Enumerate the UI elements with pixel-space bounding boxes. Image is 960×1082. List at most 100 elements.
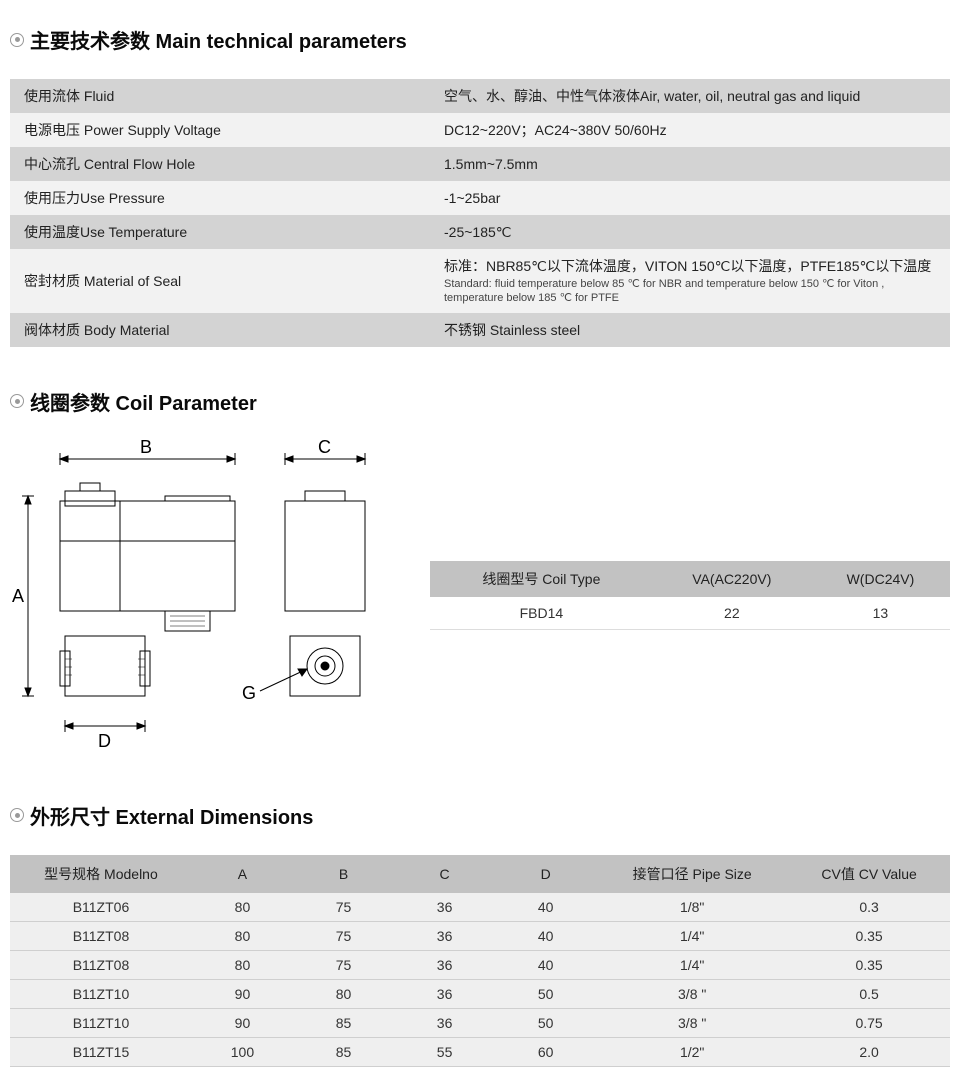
dim-cell: 40 — [495, 950, 596, 979]
param-value: 不锈钢 Stainless steel — [430, 313, 950, 347]
dim-header-cell: C — [394, 855, 495, 893]
dim-cell: B11ZT10 — [10, 979, 192, 1008]
dim-cell: 50 — [495, 1008, 596, 1037]
dim-cell: 1/2" — [596, 1037, 788, 1066]
dim-header-cell: D — [495, 855, 596, 893]
param-row: 使用温度Use Temperature-25~185℃ — [10, 215, 950, 249]
dim-label-g: G — [242, 683, 256, 704]
dim-cell: 0.75 — [788, 1008, 950, 1037]
dim-cell: 100 — [192, 1037, 293, 1066]
param-label: 使用压力Use Pressure — [10, 181, 430, 215]
section-title-dims: 外形尺寸 External Dimensions — [30, 801, 313, 830]
dim-cell: 3/8 " — [596, 979, 788, 1008]
coil-header-cell: VA(AC220V) — [653, 561, 811, 597]
coil-params-table: 线圈型号 Coil TypeVA(AC220V)W(DC24V) FBD1422… — [430, 561, 950, 630]
dim-cell: 80 — [293, 979, 394, 1008]
param-value: -1~25bar — [430, 181, 950, 215]
dim-label-b: B — [140, 437, 152, 458]
dim-row: B11ZT10908536503/8 "0.75 — [10, 1008, 950, 1037]
dim-cell: B11ZT08 — [10, 921, 192, 950]
section-title-coil: 线圈参数 Coil Parameter — [30, 387, 257, 416]
dim-cell: 2.0 — [788, 1037, 950, 1066]
param-row: 中心流孔 Central Flow Hole1.5mm~7.5mm — [10, 147, 950, 181]
param-label: 使用温度Use Temperature — [10, 215, 430, 249]
param-value: 空气、水、醇油、中性气体液体Air, water, oil, neutral g… — [430, 79, 950, 113]
dim-cell: 1/4" — [596, 950, 788, 979]
dim-cell: 80 — [192, 950, 293, 979]
param-value: 1.5mm~7.5mm — [430, 147, 950, 181]
dim-cell: 80 — [192, 921, 293, 950]
coil-data-cell: 22 — [653, 597, 811, 630]
dim-header-cell: A — [192, 855, 293, 893]
coil-header-cell: W(DC24V) — [811, 561, 950, 597]
dim-cell: 50 — [495, 979, 596, 1008]
dim-label-d: D — [98, 731, 111, 752]
coil-section: A B C D G 线圈型号 Coil TypeVA(AC220V)W(DC24… — [10, 441, 950, 751]
dim-cell: B11ZT08 — [10, 950, 192, 979]
dim-header-cell: B — [293, 855, 394, 893]
dim-cell: 90 — [192, 979, 293, 1008]
dim-row: B11ZT151008555601/2"2.0 — [10, 1037, 950, 1066]
dim-cell: 1/4" — [596, 921, 788, 950]
dimensions-table: 型号规格 ModelnoABCD接管口径 Pipe SizeCV值 CV Val… — [10, 855, 950, 1067]
param-subtext: Standard: fluid temperature below 85 ℃ f… — [444, 277, 936, 306]
bullet-icon — [10, 394, 24, 408]
dim-cell: B11ZT10 — [10, 1008, 192, 1037]
dim-row: B11ZT08807536401/4"0.35 — [10, 921, 950, 950]
dim-cell: 85 — [293, 1008, 394, 1037]
param-row: 使用流体 Fluid空气、水、醇油、中性气体液体Air, water, oil,… — [10, 79, 950, 113]
dim-cell: 36 — [394, 893, 495, 922]
param-label: 中心流孔 Central Flow Hole — [10, 147, 430, 181]
param-value: -25~185℃ — [430, 215, 950, 249]
dim-cell: B11ZT06 — [10, 893, 192, 922]
dim-header-cell: CV值 CV Value — [788, 855, 950, 893]
dim-label-c: C — [318, 437, 331, 458]
dim-label-a: A — [12, 586, 24, 607]
param-value: DC12~220V；AC24~380V 50/60Hz — [430, 113, 950, 147]
dim-cell: 60 — [495, 1037, 596, 1066]
coil-header-cell: 线圈型号 Coil Type — [430, 561, 653, 597]
section-header-main: 主要技术参数 Main technical parameters — [10, 25, 950, 54]
section-header-coil: 线圈参数 Coil Parameter — [10, 387, 950, 416]
dim-cell: 75 — [293, 921, 394, 950]
dim-header-cell: 接管口径 Pipe Size — [596, 855, 788, 893]
bullet-icon — [10, 33, 24, 47]
dim-cell: 36 — [394, 950, 495, 979]
dim-row: B11ZT06807536401/8"0.3 — [10, 893, 950, 922]
param-row: 密封材质 Material of Seal标准：NBR85℃以下流体温度，VIT… — [10, 249, 950, 313]
dim-cell: 36 — [394, 1008, 495, 1037]
dim-cell: 3/8 " — [596, 1008, 788, 1037]
param-value: 标准：NBR85℃以下流体温度，VITON 150℃以下温度，PTFE185℃以… — [430, 249, 950, 313]
dim-cell: 80 — [192, 893, 293, 922]
bullet-icon — [10, 808, 24, 822]
coil-data-cell: 13 — [811, 597, 950, 630]
dim-cell: 36 — [394, 979, 495, 1008]
param-label: 使用流体 Fluid — [10, 79, 430, 113]
dim-cell: 0.35 — [788, 921, 950, 950]
dim-cell: 40 — [495, 921, 596, 950]
dim-cell: 0.5 — [788, 979, 950, 1008]
param-label: 电源电压 Power Supply Voltage — [10, 113, 430, 147]
dim-cell: 0.35 — [788, 950, 950, 979]
section-header-dims: 外形尺寸 External Dimensions — [10, 801, 950, 830]
param-label: 密封材质 Material of Seal — [10, 249, 430, 313]
param-row: 使用压力Use Pressure-1~25bar — [10, 181, 950, 215]
dim-cell: 1/8" — [596, 893, 788, 922]
dim-cell: 90 — [192, 1008, 293, 1037]
dim-cell: 40 — [495, 893, 596, 922]
dim-cell: 36 — [394, 921, 495, 950]
coil-data-cell: FBD14 — [430, 597, 653, 630]
dim-header-cell: 型号规格 Modelno — [10, 855, 192, 893]
main-params-table: 使用流体 Fluid空气、水、醇油、中性气体液体Air, water, oil,… — [10, 79, 950, 347]
dim-cell: 85 — [293, 1037, 394, 1066]
dim-cell: 75 — [293, 950, 394, 979]
dim-cell: 75 — [293, 893, 394, 922]
dim-cell: 0.3 — [788, 893, 950, 922]
technical-diagram: A B C D G — [10, 441, 390, 751]
dim-row: B11ZT10908036503/8 "0.5 — [10, 979, 950, 1008]
param-row: 电源电压 Power Supply VoltageDC12~220V；AC24~… — [10, 113, 950, 147]
param-label: 阀体材质 Body Material — [10, 313, 430, 347]
dim-row: B11ZT08807536401/4"0.35 — [10, 950, 950, 979]
dim-cell: B11ZT15 — [10, 1037, 192, 1066]
param-row: 阀体材质 Body Material不锈钢 Stainless steel — [10, 313, 950, 347]
